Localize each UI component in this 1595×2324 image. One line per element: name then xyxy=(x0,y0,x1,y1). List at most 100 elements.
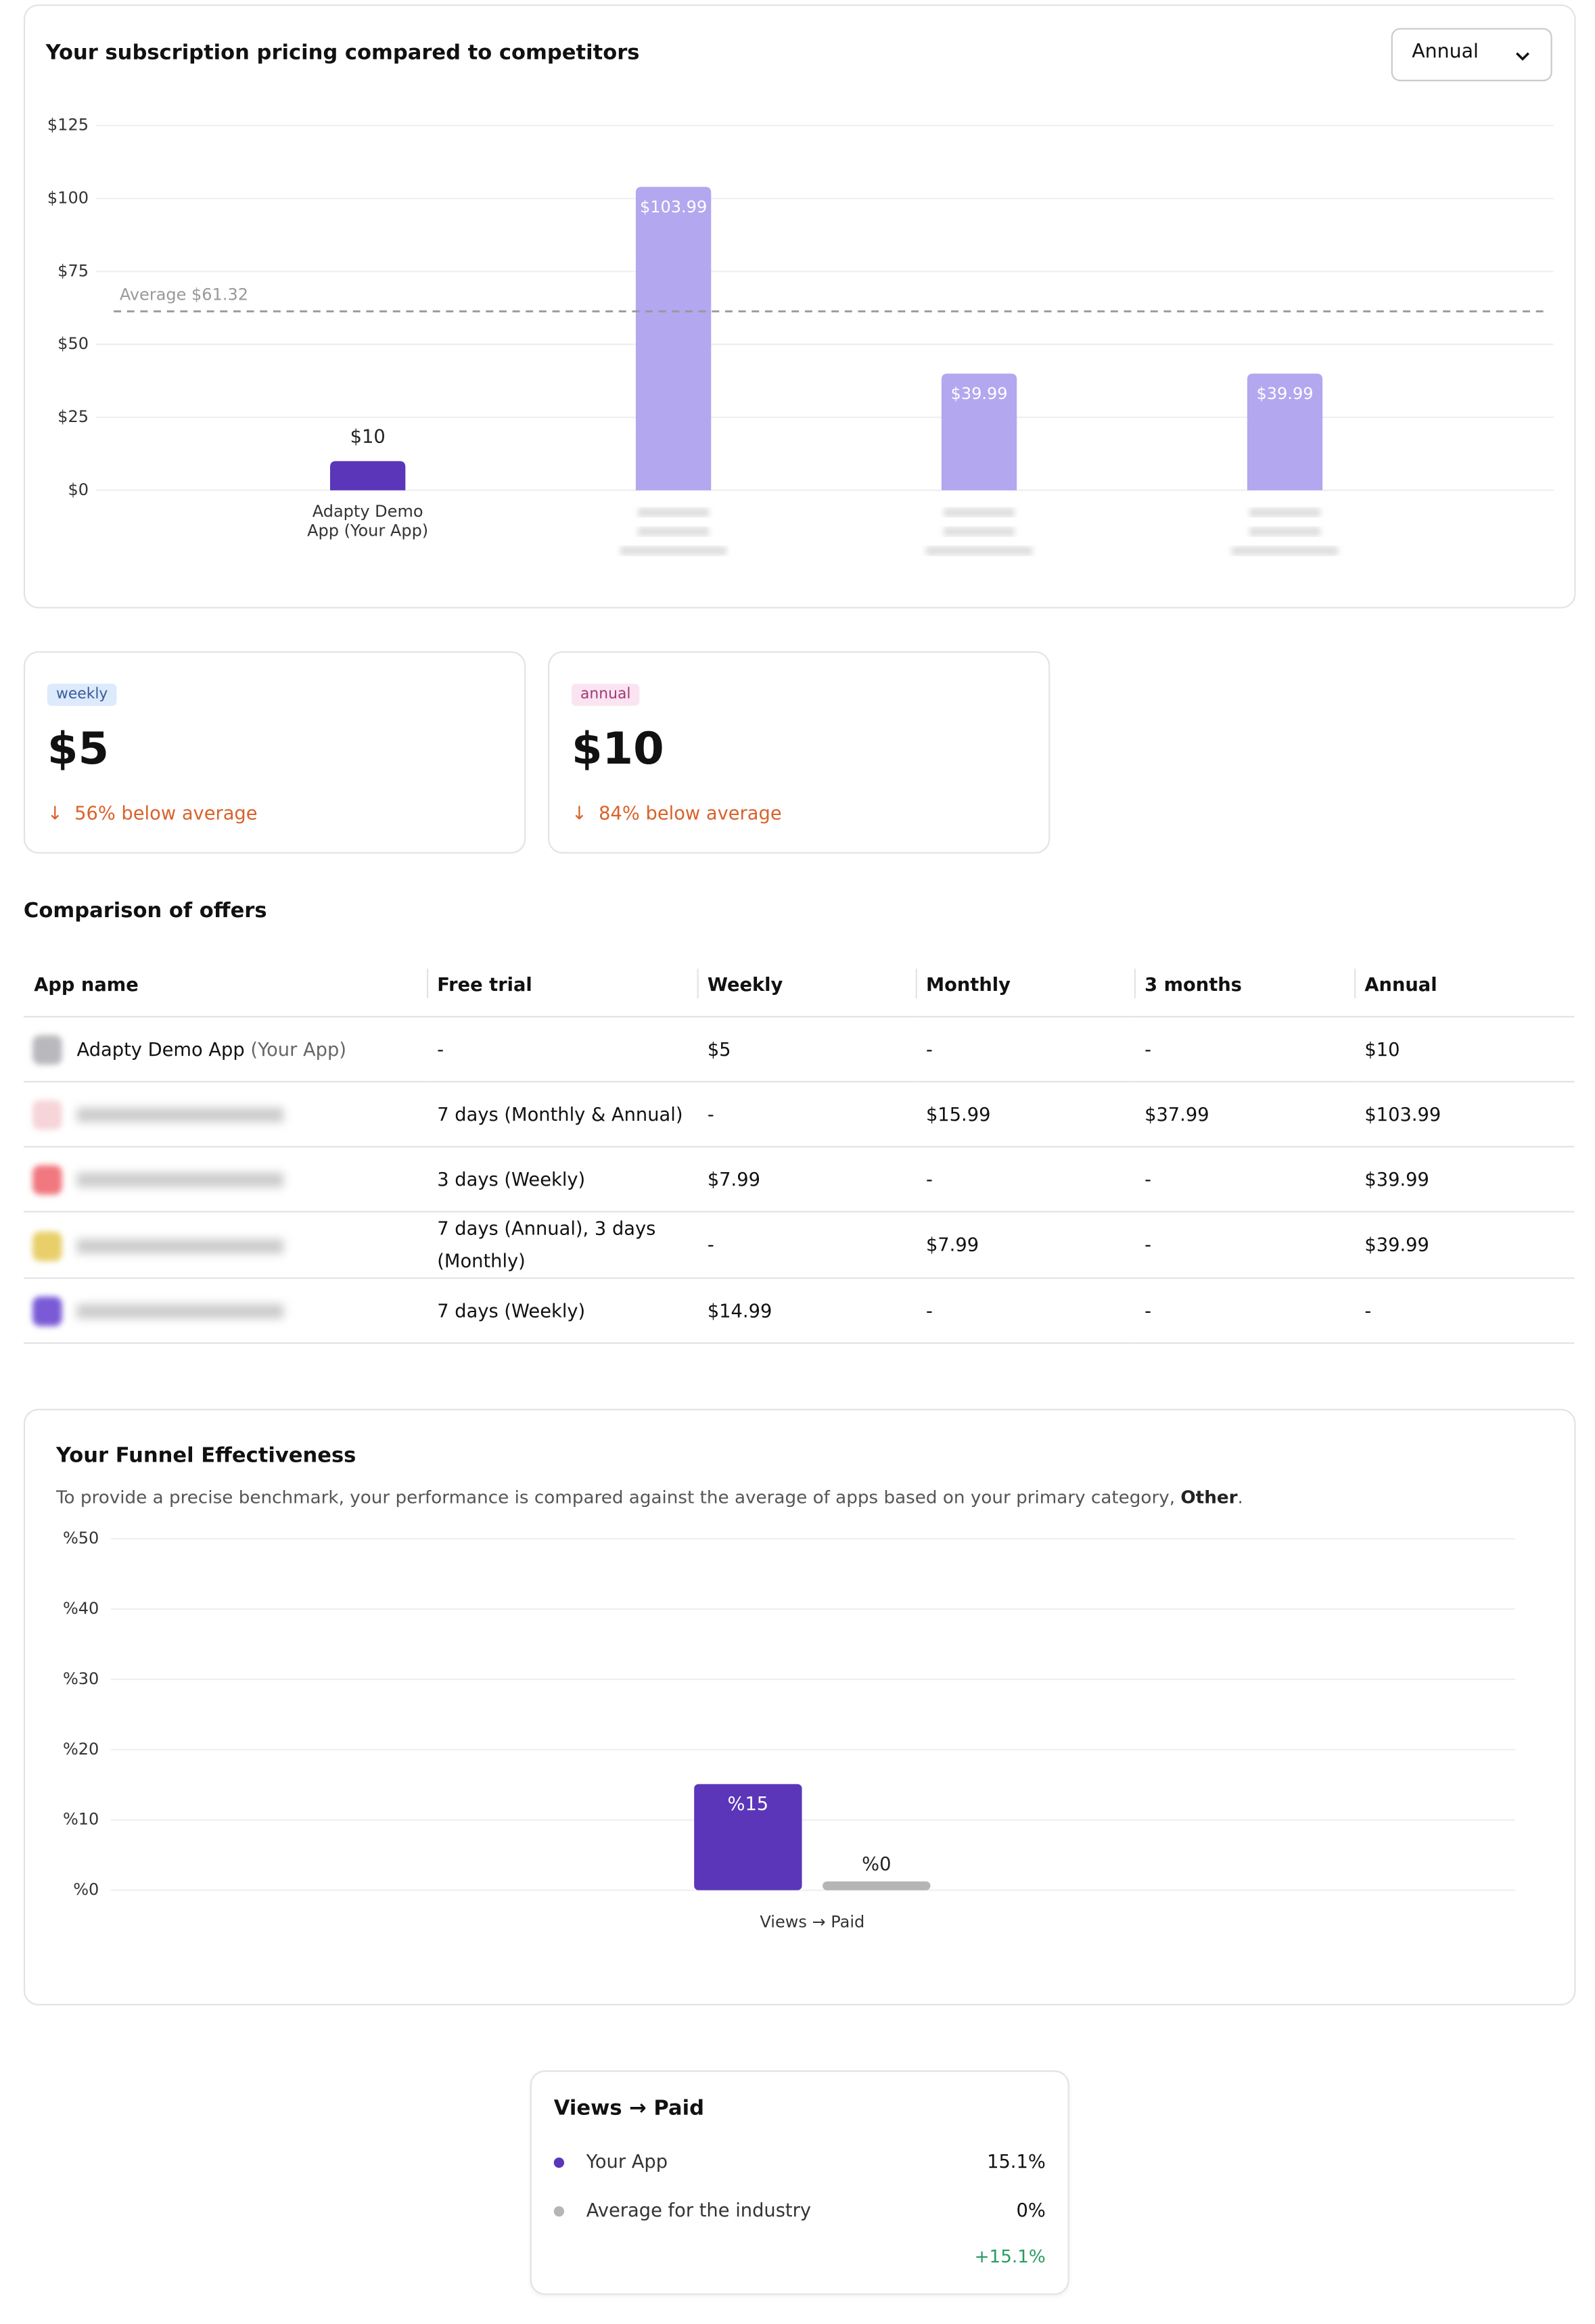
x-tick-label: Adapty Demo App (Your App) xyxy=(307,502,429,541)
funnel-subtitle: To provide a precise benchmark, your per… xyxy=(56,1487,1243,1508)
offer-cell: 7 days (Weekly) xyxy=(426,1278,697,1344)
offer-cell: 7 days (Annual), 3 days (Monthly) xyxy=(426,1211,697,1279)
cell-text: $7.99 xyxy=(925,1233,979,1255)
offers-title: Comparison of offers xyxy=(23,899,267,923)
bar xyxy=(823,1881,931,1890)
offer-cell: $39.99 xyxy=(1354,1211,1575,1279)
cell-text: - xyxy=(1145,1299,1151,1321)
offer-cell: - xyxy=(915,1017,1134,1083)
pricing-card xyxy=(23,4,1576,609)
offer-cell: $10 xyxy=(1354,1017,1575,1083)
app-icon xyxy=(32,1296,62,1326)
cell-text: 7 days (Monthly & Annual) xyxy=(437,1102,683,1125)
cell-text: - xyxy=(1364,1299,1372,1321)
cell-text: $39.99 xyxy=(1364,1233,1429,1255)
value-label: %15 xyxy=(728,1794,769,1815)
offer-cell: - xyxy=(697,1211,916,1279)
offer-cell: - xyxy=(1134,1211,1355,1279)
blurred-label xyxy=(925,546,1033,555)
cell-text: $15.99 xyxy=(925,1102,991,1125)
offer-cell: $15.99 xyxy=(915,1082,1134,1148)
y-tick-label: $100 xyxy=(47,188,89,207)
header-row: App name Free trial Weekly Monthly 3 months A… xyxy=(23,951,1575,1018)
price-card: weekly $5 ↓ 56% below average xyxy=(23,651,526,854)
cell-text: $10 xyxy=(1364,1037,1400,1060)
offer-cell: - xyxy=(1134,1017,1355,1083)
delta-text: 56% below average xyxy=(74,801,258,824)
price-delta: ↓ 84% below average xyxy=(571,801,782,824)
cell-text: 7 days (Annual), 3 days (Monthly) xyxy=(437,1217,656,1272)
bar xyxy=(694,1784,802,1890)
app-icon xyxy=(32,1100,62,1130)
y-tick-label: $125 xyxy=(47,116,89,135)
value-label: $39.99 xyxy=(951,384,1008,403)
cell-text: - xyxy=(707,1233,714,1255)
tooltip: Views → Paid Your App 15.1% Average for th… xyxy=(530,2070,1069,2295)
offer-cell: $5 xyxy=(697,1017,916,1083)
app-icon xyxy=(32,1035,62,1065)
y-tick-label: %40 xyxy=(63,1599,99,1618)
blurred-label xyxy=(944,508,1015,517)
value-label: $103.99 xyxy=(640,197,707,216)
blurred-label xyxy=(638,508,709,517)
y-tick-label: $0 xyxy=(68,480,89,499)
offers-table: App name Free trial Weekly Monthly 3 months A… xyxy=(23,951,1575,1344)
offer-row: 3 days (Weekly) $7.99 - - $39.99 xyxy=(23,1146,1575,1213)
cell-text: - xyxy=(437,1037,444,1060)
value-label: $10 xyxy=(350,426,386,447)
dropdown-value: Annual xyxy=(1412,41,1479,64)
delta-text: 84% below average xyxy=(599,801,782,824)
price: $5 xyxy=(47,723,110,776)
offer-cell xyxy=(23,1278,427,1344)
cell-text: - xyxy=(925,1299,933,1321)
offer-cell: $37.99 xyxy=(1134,1082,1355,1148)
price-delta: ↓ 56% below average xyxy=(47,801,258,824)
offer-cell: 7 days (Monthly & Annual) xyxy=(426,1082,697,1148)
offer-cell xyxy=(23,1211,427,1279)
value-label: $39.99 xyxy=(1257,384,1314,403)
column-header: 3 months xyxy=(1134,951,1355,1018)
blurred-label xyxy=(620,546,727,555)
price: $10 xyxy=(571,723,664,776)
subtitle-emphasis: Other xyxy=(1180,1487,1238,1508)
offer-cell: $39.99 xyxy=(1354,1146,1575,1213)
tooltip-title: Views → Paid xyxy=(553,2097,704,2121)
your-app: (Your App) xyxy=(250,1037,346,1060)
cell-text: $5 xyxy=(707,1037,731,1060)
app-name: Adapty Demo App xyxy=(76,1037,245,1060)
offer-cell: - xyxy=(915,1146,1134,1213)
offer-cell xyxy=(23,1146,427,1213)
cell-text: $103.99 xyxy=(1364,1102,1441,1125)
blurred-name xyxy=(76,1107,284,1123)
period-dropdown[interactable]: Annual xyxy=(1391,28,1552,82)
bar xyxy=(635,187,712,490)
price-tag: weekly xyxy=(47,683,117,706)
cell-text: - xyxy=(1145,1233,1151,1255)
chevron xyxy=(1516,52,1529,61)
tooltip-value: 0% xyxy=(1016,2198,1046,2221)
offer-cell: - xyxy=(1134,1146,1355,1213)
column-header: App name xyxy=(23,951,427,1018)
offer-cell: $103.99 xyxy=(1354,1082,1575,1148)
price-card: annual $10 ↓ 84% below average xyxy=(548,651,1050,854)
y-tick-label: $50 xyxy=(57,334,89,353)
average-label: Average $61.32 xyxy=(120,285,248,304)
cell-text: $14.99 xyxy=(707,1299,772,1321)
blurred-label xyxy=(944,527,1015,536)
blurred-name xyxy=(76,1238,284,1253)
app-icon xyxy=(32,1165,62,1195)
blurred-label xyxy=(1231,546,1339,555)
cell-text: $7.99 xyxy=(707,1167,760,1190)
offer-row: 7 days (Weekly) $14.99 - - - xyxy=(23,1278,1575,1344)
tooltip-series: Average for the industry xyxy=(586,2198,811,2221)
offer-row: 7 days (Annual), 3 days (Monthly) - $7.99 -… xyxy=(23,1211,1575,1279)
cell-text: - xyxy=(707,1102,714,1125)
funnel-title: Your Funnel Effectiveness xyxy=(55,1444,356,1468)
y-tick-label: $75 xyxy=(57,261,89,280)
y-tick-label: %50 xyxy=(63,1529,99,1548)
offer-cell: - xyxy=(697,1082,916,1148)
offer-row: 7 days (Monthly & Annual) - $15.99 $37.99 $1… xyxy=(23,1082,1575,1148)
cell-text: 7 days (Weekly) xyxy=(437,1299,586,1321)
